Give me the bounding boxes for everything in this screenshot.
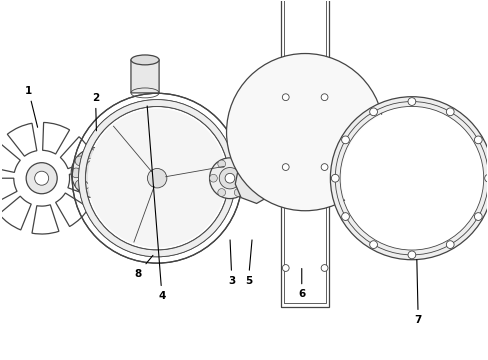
Bar — [284, 0, 325, 303]
Wedge shape — [68, 170, 97, 197]
Text: 2: 2 — [92, 93, 99, 131]
Circle shape — [147, 168, 166, 188]
Circle shape — [321, 94, 327, 100]
FancyBboxPatch shape — [131, 60, 159, 93]
Circle shape — [71, 148, 122, 198]
Wedge shape — [7, 123, 37, 156]
Circle shape — [242, 174, 250, 182]
Circle shape — [219, 167, 240, 189]
Wedge shape — [56, 193, 89, 226]
Ellipse shape — [131, 55, 159, 65]
Circle shape — [85, 149, 95, 158]
Polygon shape — [235, 153, 277, 203]
Circle shape — [98, 188, 107, 197]
Circle shape — [217, 160, 225, 168]
Circle shape — [473, 136, 481, 144]
Circle shape — [341, 108, 481, 248]
Circle shape — [108, 180, 118, 190]
Wedge shape — [0, 142, 20, 172]
Circle shape — [244, 164, 253, 174]
Circle shape — [407, 98, 415, 105]
Circle shape — [209, 158, 250, 199]
Circle shape — [209, 174, 217, 182]
Circle shape — [446, 108, 453, 116]
Circle shape — [98, 149, 107, 158]
Text: 1: 1 — [25, 86, 38, 127]
Circle shape — [282, 265, 288, 271]
Circle shape — [282, 164, 288, 171]
Circle shape — [321, 265, 327, 271]
Circle shape — [75, 156, 85, 166]
Circle shape — [473, 213, 481, 220]
Circle shape — [341, 213, 349, 220]
Text: 3: 3 — [228, 240, 235, 286]
Circle shape — [257, 183, 267, 193]
Text: 7: 7 — [414, 260, 421, 325]
Circle shape — [331, 174, 338, 182]
Circle shape — [484, 174, 488, 182]
Circle shape — [26, 163, 57, 194]
Circle shape — [226, 54, 383, 211]
Text: 6: 6 — [298, 269, 305, 299]
Circle shape — [234, 160, 242, 168]
Circle shape — [369, 241, 377, 248]
Circle shape — [71, 168, 81, 178]
Wedge shape — [0, 196, 31, 230]
Circle shape — [75, 180, 85, 190]
Circle shape — [85, 188, 95, 197]
Circle shape — [90, 167, 102, 179]
Circle shape — [446, 241, 453, 248]
Wedge shape — [0, 178, 17, 204]
Wedge shape — [60, 137, 94, 169]
Text: 8: 8 — [134, 255, 153, 279]
Circle shape — [87, 109, 226, 248]
Circle shape — [224, 174, 234, 183]
Text: 5: 5 — [244, 240, 251, 286]
Circle shape — [112, 168, 122, 178]
Circle shape — [321, 164, 327, 171]
Circle shape — [83, 159, 110, 186]
Circle shape — [407, 251, 415, 259]
Circle shape — [369, 108, 377, 116]
Wedge shape — [42, 122, 69, 154]
Circle shape — [341, 136, 349, 144]
Text: 4: 4 — [147, 106, 165, 301]
Circle shape — [108, 156, 118, 166]
Wedge shape — [32, 205, 59, 234]
Circle shape — [234, 189, 242, 197]
Bar — [280, 0, 329, 307]
Circle shape — [217, 189, 225, 197]
Circle shape — [35, 171, 49, 185]
Circle shape — [282, 94, 288, 100]
